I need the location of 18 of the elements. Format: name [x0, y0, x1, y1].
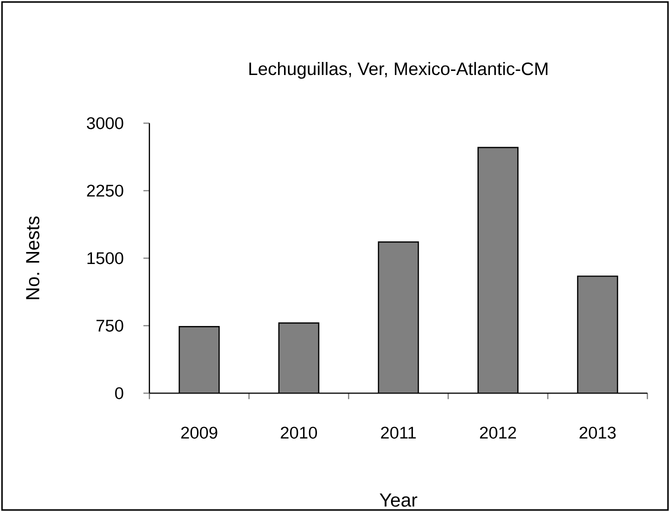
y-axis-title: No. Nests — [26, 216, 40, 300]
x-tick-label: 2009 — [181, 426, 218, 439]
y-tick-label: 0 — [115, 387, 124, 400]
bar — [378, 242, 418, 394]
x-tick-label: 2013 — [580, 426, 616, 439]
x-tick-label: 2010 — [280, 426, 317, 439]
y-tick-label: 1500 — [88, 252, 124, 264]
bar — [478, 147, 518, 394]
chart-title: Lechuguillas, Ver, Mexico-Atlantic-CM — [249, 62, 548, 79]
x-tick-label: 2012 — [480, 426, 516, 439]
bar — [577, 276, 618, 394]
y-tick-label: 3000 — [86, 117, 124, 130]
x-axis-title: Year — [380, 494, 418, 507]
y-tick-label: 750 — [96, 320, 124, 332]
bar — [179, 326, 220, 394]
y-tick-label: 2250 — [87, 184, 124, 197]
x-tick-label: 2011 — [381, 426, 416, 439]
bar — [278, 322, 319, 394]
